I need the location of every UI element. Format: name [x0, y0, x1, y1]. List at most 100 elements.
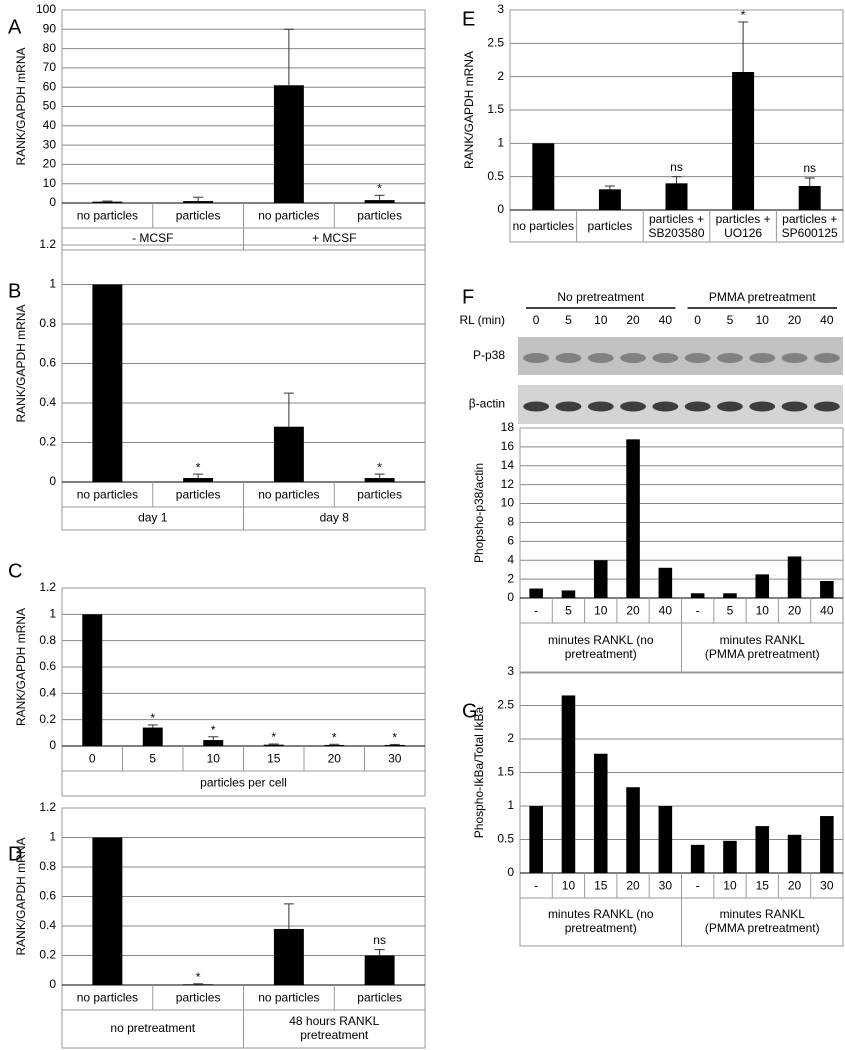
lane-label: 0 [694, 313, 701, 327]
x-tick-label: particles [357, 209, 402, 223]
blot-band [717, 401, 743, 412]
x-tick-label: 5 [565, 604, 572, 618]
lane-label: 5 [727, 313, 734, 327]
bar [183, 984, 214, 985]
x-tick-label: - [534, 604, 538, 618]
significance-label: ns [803, 161, 816, 175]
blot-band [813, 401, 840, 412]
bar [324, 744, 345, 746]
y-axis-label: RANK/GAPDH mRNA [14, 304, 28, 422]
y-tick-label: 10 [43, 176, 57, 190]
y-tick-label: 100 [36, 2, 56, 16]
group-label: day 8 [320, 511, 350, 525]
bar [183, 201, 214, 203]
group-label: minutes RANKL [720, 907, 806, 921]
bar [364, 200, 395, 203]
y-tick-label: 2 [507, 571, 514, 585]
y-axis-label: Phopsho-p38/actin [472, 463, 486, 563]
y-tick-label: 1 [497, 136, 504, 150]
y-tick-label: 0 [49, 977, 56, 991]
blot-band [620, 353, 646, 363]
y-tick-label: 40 [43, 118, 57, 132]
bar [820, 816, 834, 873]
bar [561, 695, 576, 873]
bar [364, 478, 395, 482]
x-tick-label: no particles [258, 991, 319, 1005]
x-tick-label: particles [176, 991, 221, 1005]
y-tick-label: 0 [49, 474, 56, 488]
blot-band [781, 401, 808, 412]
y-tick-label: 3 [497, 2, 504, 16]
lane-label: 20 [626, 313, 640, 327]
y-tick-label: 4 [507, 552, 514, 566]
y-tick-label: 2.5 [487, 36, 504, 50]
bar [532, 143, 555, 210]
blot-band [523, 353, 550, 363]
group-label: day 1 [138, 511, 168, 525]
bar [787, 834, 802, 873]
y-tick-label: 0.4 [39, 686, 56, 700]
x-tick-label: particles [357, 991, 402, 1005]
y-tick-label: 8 [507, 515, 514, 529]
y-tick-label: 2.5 [497, 698, 514, 712]
significance-label: * [150, 711, 155, 725]
y-tick-label: 30 [43, 137, 57, 151]
y-tick-label: 12 [501, 477, 515, 491]
y-tick-label: 20 [43, 157, 57, 171]
bar [755, 826, 770, 873]
group-label: no pretreatment [110, 1021, 195, 1035]
x-tick-label: 20 [788, 879, 802, 893]
y-tick-label: 0.2 [39, 948, 56, 962]
blot-band [684, 401, 711, 412]
x-tick-label: no particles [77, 209, 138, 223]
x-tick-label: - [696, 879, 700, 893]
blot-band [587, 401, 614, 412]
bar [723, 593, 737, 598]
group-label: pretreatment) [565, 647, 637, 661]
x-tick-label: particles + [782, 212, 837, 226]
bar [598, 189, 621, 210]
y-tick-label: 0.6 [39, 889, 56, 903]
y-tick-label: 1 [507, 798, 514, 812]
x-tick-label: 15 [267, 752, 281, 766]
x-tick-label: 10 [207, 752, 221, 766]
significance-label: * [271, 730, 276, 744]
significance-label: * [377, 181, 382, 195]
lane-label: 40 [659, 313, 673, 327]
x-tick-label: 10 [756, 604, 770, 618]
significance-label: * [392, 731, 397, 745]
y-axis-label: RANK/GAPDH mRNA [14, 47, 28, 165]
y-tick-label: 0.8 [39, 633, 56, 647]
y-axis-label: RANK/GAPDH mRNA [14, 608, 28, 726]
y-tick-label: 0.2 [39, 435, 56, 449]
x-tick-label: particles [588, 219, 633, 233]
blot-band [781, 353, 808, 363]
bar [820, 581, 834, 598]
group-label: (PMMA pretreatment) [705, 647, 820, 661]
bar [82, 614, 103, 746]
group-label: minutes RANKL (no [548, 633, 654, 647]
lane-label: 0 [533, 313, 540, 327]
panel-letter: A [8, 16, 22, 38]
bar [690, 593, 705, 598]
blot-band [652, 353, 679, 363]
y-tick-label: 6 [507, 534, 514, 548]
y-tick-label: 0.6 [39, 356, 56, 370]
blot-band [749, 353, 776, 363]
bar [658, 806, 673, 873]
x-tick-label: 10 [723, 879, 737, 893]
x-tick-label: 10 [594, 604, 608, 618]
y-tick-label: 0.6 [39, 659, 56, 673]
x-tick-label: SP600125 [782, 226, 838, 240]
lane-label: 20 [788, 313, 802, 327]
group-label: - MCSF [132, 231, 173, 245]
bar [561, 590, 576, 598]
y-tick-label: 60 [43, 79, 57, 93]
y-tick-label: 1 [49, 607, 56, 621]
x-tick-label: 40 [659, 604, 673, 618]
bar [273, 928, 304, 985]
blot-band [717, 353, 743, 363]
y-tick-label: 1.2 [39, 237, 56, 251]
y-tick-label: 0.8 [39, 316, 56, 330]
bar [273, 85, 304, 203]
